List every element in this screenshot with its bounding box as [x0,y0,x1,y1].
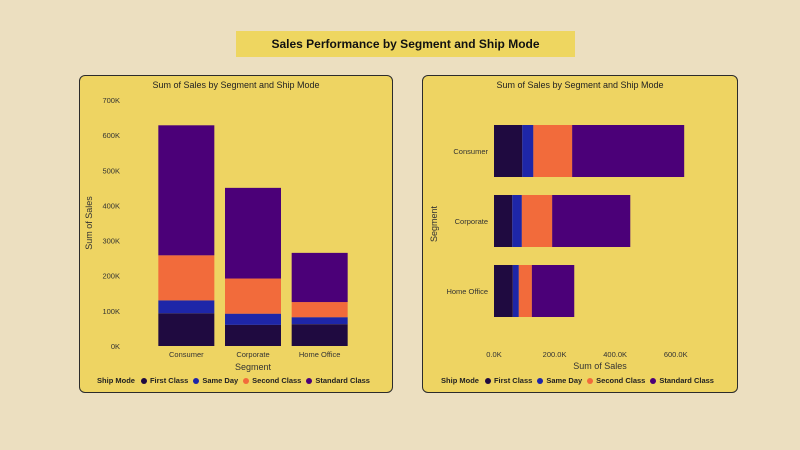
bar-segment-consumer-same-day[interactable] [522,125,534,177]
bar-segment-consumer-same-day[interactable] [158,300,215,314]
column-chart-card[interactable]: Sum of Sales by Segment and Ship Mode 0K… [79,75,393,393]
legend-swatch [243,377,250,384]
legend-swatch [650,377,657,384]
chart-legend[interactable]: Ship Mode First Class Same Day Second Cl… [423,376,737,385]
column-chart[interactable]: 0K 100K 200K 300K 400K 500K 600K 700K Consumer Co… [80,76,394,376]
chart-title: Sum of Sales by Segment and Ship Mode [496,80,664,90]
bar-segment-corporate-second-class[interactable] [225,278,281,314]
bar-segment-home-office-second-class[interactable] [291,302,348,318]
legend-label: Second Class [252,376,302,385]
bar-segment-home-office-first-class[interactable] [494,265,513,317]
legend-title: Ship Mode [97,376,135,385]
y-tick-label: 100K [102,307,120,316]
legend-label: First Class [493,376,533,385]
legend-item-standard-class[interactable]: Standard Class [306,376,370,385]
bar-segment-corporate-same-day[interactable] [225,313,281,325]
legend-label: Standard Class [315,376,370,385]
y-axis-label: Segment [429,205,439,242]
bar-segment-consumer-second-class[interactable] [158,255,215,301]
x-axis-label: Sum of Sales [573,361,627,371]
bar-segment-consumer-standard-class[interactable] [158,125,215,256]
bar-segment-consumer-first-class[interactable] [494,125,523,177]
bar-segment-corporate-same-day[interactable] [512,195,522,247]
legend-title: Ship Mode [441,376,479,385]
legend-swatch [537,377,544,384]
legend-item-second-class[interactable]: Second Class [243,376,301,385]
legend-item-first-class[interactable]: First Class [484,376,533,385]
x-tick-label: Corporate [236,350,269,359]
bar-segment-home-office-standard-class[interactable] [531,265,575,317]
legend-label: First Class [149,376,189,385]
y-tick-label: 400K [102,201,120,210]
bar-chart[interactable]: Consumer Corporate Home Office 0.0K 200.0K 40… [423,76,739,376]
legend-item-standard-class[interactable]: Standard Class [650,376,714,385]
legend-swatch [484,377,491,384]
y-tick-label: 500K [102,166,120,175]
legend-label: Standard Class [659,376,714,385]
chart-title: Sum of Sales by Segment and Ship Mode [152,80,320,90]
legend-swatch [140,377,147,384]
bar-segment-consumer-first-class[interactable] [158,313,215,346]
legend-swatch [306,377,313,384]
y-tick-label: 0K [111,342,120,351]
y-tick-label: Consumer [453,147,488,156]
bar-segment-corporate-first-class[interactable] [494,195,513,247]
bar-segment-consumer-second-class[interactable] [533,125,573,177]
bar-segment-home-office-second-class[interactable] [518,265,532,317]
x-tick-label: 600.0K [664,350,688,359]
y-tick-label: Home Office [446,287,488,296]
legend-label: Same Day [546,376,583,385]
legend-swatch [193,377,200,384]
page-title: Sales Performance by Segment and Ship Mo… [236,31,575,57]
x-tick-label: 400.0K [603,350,627,359]
bar-chart-card[interactable]: Sum of Sales by Segment and Ship Mode Co… [422,75,738,393]
bar-segment-home-office-same-day[interactable] [291,317,348,325]
x-axis-label: Segment [235,362,272,372]
bar-segment-home-office-first-class[interactable] [291,324,348,346]
bar-segment-corporate-standard-class[interactable] [225,187,281,279]
legend-label: Second Class [596,376,646,385]
y-axis-label: Sum of Sales [84,196,94,250]
y-tick-label: Corporate [455,217,488,226]
y-tick-label: 300K [102,237,120,246]
legend-label: Same Day [202,376,239,385]
x-tick-label: Home Office [299,350,341,359]
chart-legend[interactable]: Ship Mode First Class Same Day Second Cl… [80,376,392,385]
legend-item-same-day[interactable]: Same Day [193,376,238,385]
x-tick-label: 200.0K [543,350,567,359]
bar-segment-corporate-standard-class[interactable] [552,195,631,247]
bar-segment-home-office-same-day[interactable] [512,265,519,317]
legend-item-second-class[interactable]: Second Class [587,376,645,385]
y-tick-label: 600K [102,131,120,140]
y-tick-label: 200K [102,272,120,281]
bar-segment-home-office-standard-class[interactable] [291,252,348,303]
bar-segment-consumer-standard-class[interactable] [572,125,685,177]
x-tick-label: 0.0K [486,350,501,359]
bar-segment-corporate-second-class[interactable] [521,195,553,247]
legend-item-first-class[interactable]: First Class [140,376,189,385]
bar-segment-corporate-first-class[interactable] [225,324,281,346]
x-tick-label: Consumer [169,350,204,359]
legend-swatch [587,377,594,384]
legend-item-same-day[interactable]: Same Day [537,376,582,385]
y-tick-label: 700K [102,96,120,105]
